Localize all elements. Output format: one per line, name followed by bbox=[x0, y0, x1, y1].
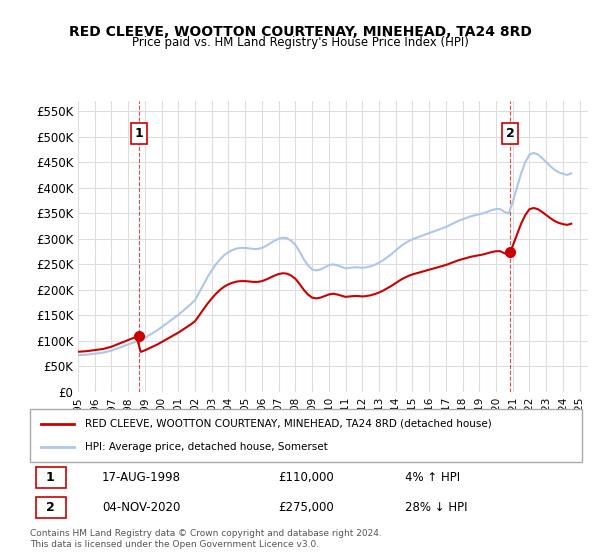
Text: 28% ↓ HPI: 28% ↓ HPI bbox=[406, 501, 468, 514]
Text: 1: 1 bbox=[46, 471, 55, 484]
Text: HPI: Average price, detached house, Somerset: HPI: Average price, detached house, Some… bbox=[85, 442, 328, 452]
Text: RED CLEEVE, WOOTTON COURTENAY, MINEHEAD, TA24 8RD: RED CLEEVE, WOOTTON COURTENAY, MINEHEAD,… bbox=[68, 25, 532, 39]
Text: £275,000: £275,000 bbox=[278, 501, 334, 514]
FancyBboxPatch shape bbox=[35, 497, 66, 517]
Text: 1: 1 bbox=[134, 127, 143, 140]
FancyBboxPatch shape bbox=[30, 409, 582, 462]
Text: 4% ↑ HPI: 4% ↑ HPI bbox=[406, 471, 460, 484]
Text: 17-AUG-1998: 17-AUG-1998 bbox=[102, 471, 181, 484]
Text: £110,000: £110,000 bbox=[278, 471, 334, 484]
Text: 2: 2 bbox=[506, 127, 514, 140]
Text: Contains HM Land Registry data © Crown copyright and database right 2024.
This d: Contains HM Land Registry data © Crown c… bbox=[30, 529, 382, 549]
Text: 04-NOV-2020: 04-NOV-2020 bbox=[102, 501, 180, 514]
Text: RED CLEEVE, WOOTTON COURTENAY, MINEHEAD, TA24 8RD (detached house): RED CLEEVE, WOOTTON COURTENAY, MINEHEAD,… bbox=[85, 419, 492, 429]
Text: Price paid vs. HM Land Registry's House Price Index (HPI): Price paid vs. HM Land Registry's House … bbox=[131, 36, 469, 49]
Text: 2: 2 bbox=[46, 501, 55, 514]
FancyBboxPatch shape bbox=[35, 467, 66, 488]
